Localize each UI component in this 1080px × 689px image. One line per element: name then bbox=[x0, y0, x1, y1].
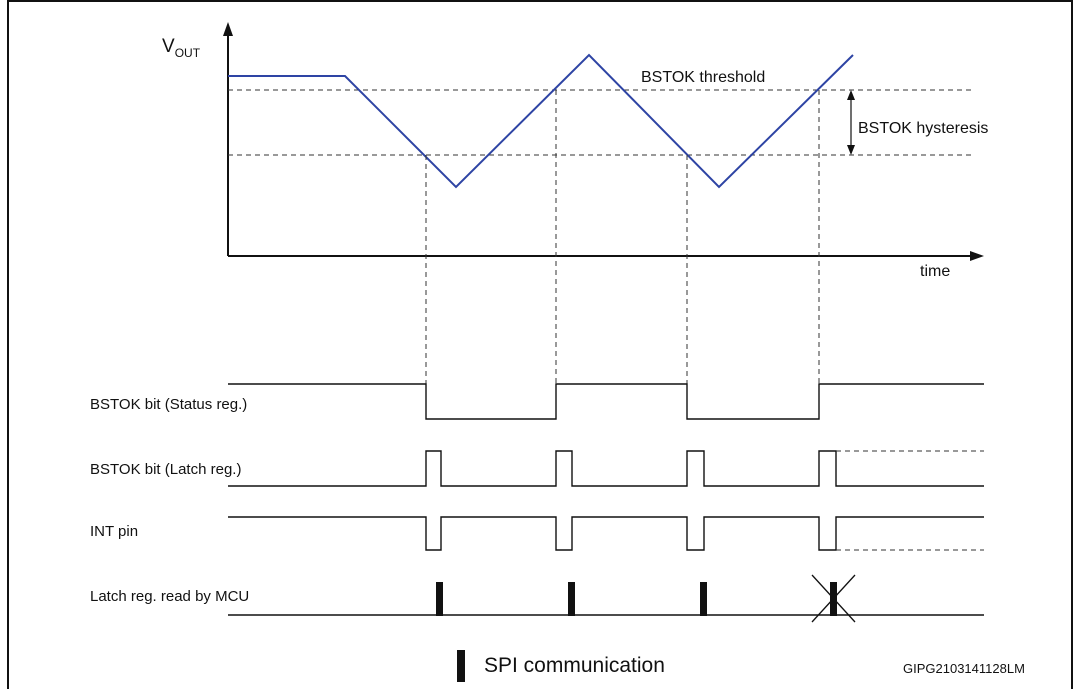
waveform-status-reg bbox=[228, 383, 984, 420]
waveform-latch-reg bbox=[228, 450, 984, 487]
hysteresis-label: BSTOK hysteresis bbox=[858, 120, 988, 137]
waveform-int-pin bbox=[228, 516, 984, 551]
x-axis-label: time bbox=[920, 263, 950, 280]
signal-label-status-reg: BSTOK bit (Status reg.) bbox=[90, 396, 247, 413]
legend-spi-symbol bbox=[457, 650, 465, 682]
signal-label-latch-reg: BSTOK bit (Latch reg.) bbox=[90, 461, 241, 478]
spi-read-pulse-1 bbox=[436, 582, 443, 616]
signal-label-int-pin: INT pin bbox=[90, 523, 138, 540]
hysteresis-arrow-head-up bbox=[847, 90, 855, 100]
hysteresis-arrow-head-down bbox=[847, 145, 855, 155]
spi-read-pulse-3 bbox=[700, 582, 707, 616]
vout-waveform bbox=[228, 53, 854, 189]
signal-label-latch-read: Latch reg. read by MCU bbox=[90, 588, 249, 605]
spi-read-pulse-2 bbox=[568, 582, 575, 616]
figure-code: GIPG2103141128LM bbox=[903, 661, 1025, 676]
x-axis-arrow bbox=[970, 251, 984, 261]
threshold-label: BSTOK threshold bbox=[641, 69, 765, 86]
y-axis-label: VOUT bbox=[162, 36, 201, 60]
missed-read-cross-b bbox=[811, 574, 856, 623]
legend-spi-label: SPI communication bbox=[484, 654, 665, 677]
y-axis-arrow bbox=[223, 22, 233, 36]
